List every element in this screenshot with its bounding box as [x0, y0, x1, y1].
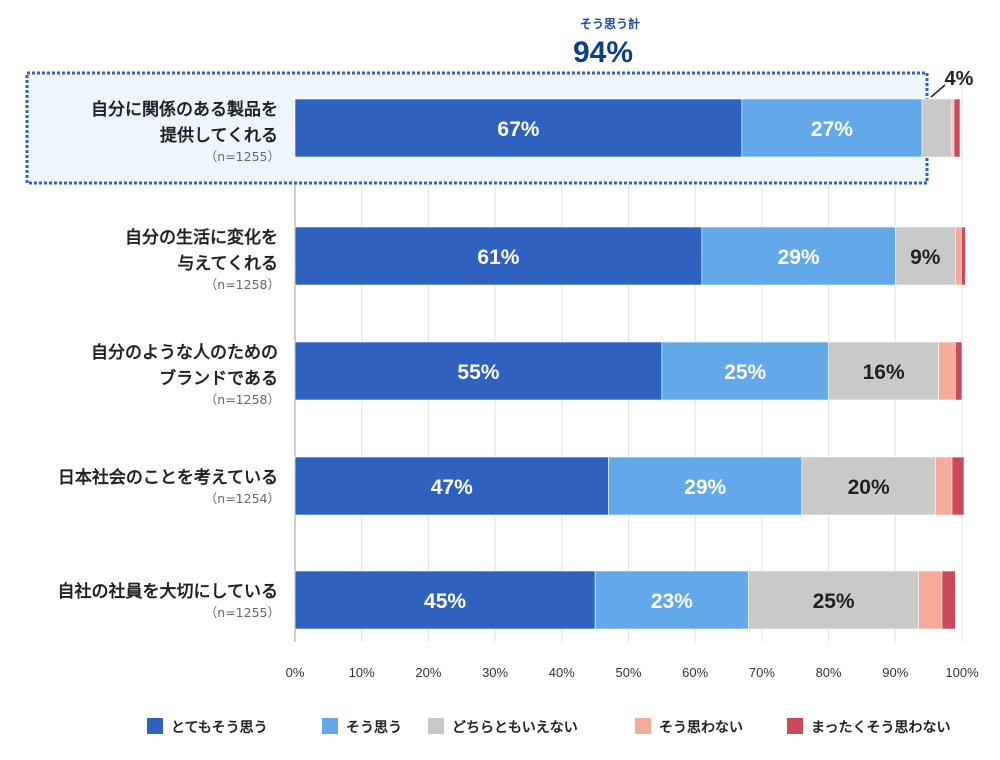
- data-label: 29%: [684, 476, 726, 499]
- x-tick-label: 80%: [816, 665, 842, 680]
- bar-segment: [921, 98, 953, 158]
- legend-label: そう思わない: [659, 720, 743, 736]
- data-label: 47%: [431, 476, 473, 499]
- x-tick-label: 90%: [882, 665, 908, 680]
- legend-label: そう思う: [346, 720, 402, 736]
- legend-swatch: [635, 718, 651, 734]
- bar-segment: [938, 341, 956, 401]
- legend: とてもそう思う そう思う どちらともいえない そう思わない まったくそう思わない: [147, 718, 950, 736]
- legend-swatch: [428, 718, 444, 734]
- legend-swatch: [787, 718, 803, 734]
- category-label: 提供してくれる: [160, 125, 278, 146]
- x-tick-label: 0%: [286, 665, 305, 680]
- bar-segment: [294, 98, 743, 158]
- category-label: 自分のような人のための: [91, 342, 278, 363]
- bar-segment: [294, 570, 596, 630]
- bar-segment: [801, 456, 936, 516]
- legend-swatch: [147, 718, 163, 734]
- sum-caption: そう思う計: [580, 16, 640, 31]
- legend-label: どちらともいえない: [452, 720, 578, 736]
- bar-segment: [935, 456, 953, 516]
- bar-segment: [828, 341, 939, 401]
- bar-segment: [894, 226, 956, 286]
- data-label: 55%: [457, 361, 499, 384]
- bars: 67% 27% 4% 61% 29% 9% 55% 25% 16% 47% 29% 20% 45% 23%…: [294, 68, 974, 630]
- sample-size-label: （n=1258）: [205, 392, 280, 407]
- category-label: 自社の社員を大切にしている: [58, 581, 279, 602]
- data-label: 23%: [651, 590, 693, 613]
- bar-segment: [955, 226, 962, 286]
- data-label: 61%: [477, 246, 519, 269]
- data-label: 4%: [945, 68, 974, 90]
- bar-segment: [941, 570, 956, 630]
- bar-segment: [661, 341, 829, 401]
- bar-segment: [951, 98, 955, 158]
- x-tick-label: 100%: [945, 665, 979, 680]
- x-tick-label: 40%: [549, 665, 575, 680]
- bar-segment: [294, 456, 609, 516]
- data-label: 25%: [724, 361, 766, 384]
- data-label: 45%: [424, 590, 466, 613]
- bar-segment: [294, 226, 703, 286]
- legend-label: とてもそう思う: [171, 720, 268, 736]
- data-label: 20%: [848, 476, 890, 499]
- category-label: 日本社会のことを考えている: [58, 467, 278, 488]
- sample-size-label: （n=1258）: [205, 277, 280, 292]
- bar-segment: [608, 456, 803, 516]
- bar-segment: [953, 98, 961, 158]
- data-label: 29%: [778, 246, 820, 269]
- sample-size-label: （n=1255）: [205, 149, 280, 164]
- data-label: 27%: [811, 118, 853, 141]
- bar-segment: [294, 341, 663, 401]
- data-label: 16%: [863, 361, 905, 384]
- bar-segment: [951, 456, 965, 516]
- sample-size-label: （n=1254）: [205, 491, 280, 506]
- x-tick-label: 50%: [615, 665, 641, 680]
- bar-segment: [748, 570, 919, 630]
- data-label: 67%: [497, 118, 539, 141]
- category-label: 与えてくれる: [177, 254, 278, 274]
- x-tick-label: 30%: [482, 665, 508, 680]
- x-tick-label: 10%: [349, 665, 375, 680]
- bar-segment: [918, 570, 943, 630]
- callout-line: [930, 84, 946, 98]
- bar-segment: [594, 570, 749, 630]
- category-label: ブランドである: [159, 368, 278, 389]
- bar-segment: [741, 98, 923, 158]
- sum-value: 94%: [573, 36, 633, 69]
- sample-size-label: （n=1255）: [205, 605, 280, 620]
- x-axis-ticks: 0% 10% 20% 30% 40% 50% 60% 70% 80% 90% 100%: [286, 665, 979, 680]
- bar-segment: [961, 226, 966, 286]
- category-label: 自分の生活に変化を: [125, 227, 278, 248]
- legend-label: まったくそう思わない: [811, 720, 950, 736]
- category-label: 自分に関係のある製品を: [91, 99, 278, 120]
- data-label: 25%: [813, 590, 855, 613]
- data-label: 9%: [910, 246, 941, 269]
- bar-segment: [955, 341, 963, 401]
- x-tick-label: 60%: [682, 665, 708, 680]
- legend-swatch: [322, 718, 338, 734]
- x-tick-label: 70%: [749, 665, 775, 680]
- x-tick-label: 20%: [415, 665, 441, 680]
- bar-segment: [701, 226, 896, 286]
